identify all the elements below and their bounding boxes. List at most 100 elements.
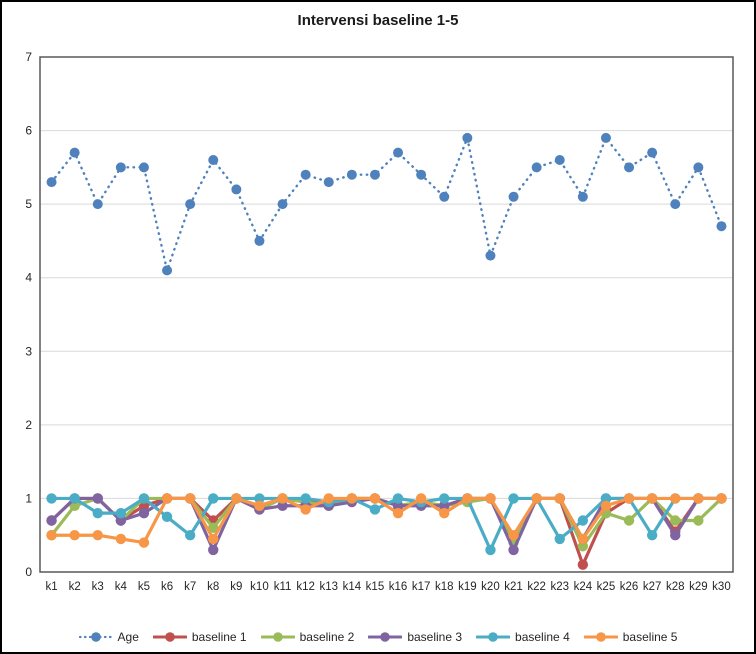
data-point [716,493,727,504]
x-axis-label: k3 [92,581,104,593]
x-axis-label: k1 [45,581,57,593]
data-point [416,169,427,180]
x-axis-label: k17 [412,581,431,593]
x-axis-label: k14 [343,581,362,593]
x-axis-label: k10 [250,581,269,593]
data-point [185,199,196,210]
data-point [439,500,450,511]
data-point [693,162,704,173]
data-point [46,530,57,541]
x-axis-label: k5 [138,581,150,593]
data-point [392,507,404,519]
data-point [46,515,57,526]
data-point [577,191,588,202]
series-line-age [50,136,723,272]
data-point [69,500,80,511]
data-point [670,515,681,526]
data-point [323,177,334,188]
data-point [716,221,727,232]
plot-border [39,56,734,573]
data-point [600,493,612,504]
data-point [670,199,681,210]
data-point [92,507,103,519]
data-point [300,504,311,515]
data-point [369,493,381,504]
data-point [693,515,704,526]
legend-item-baseline-2: baseline 2 [260,630,355,644]
data-point [254,493,265,504]
data-point [277,199,288,210]
data-point [300,169,311,180]
data-point [369,504,381,515]
data-point [485,493,496,504]
x-axis-label: k21 [504,581,523,593]
x-axis-label: k16 [389,581,408,593]
y-axis-label: 2 [25,418,32,432]
legend-label: baseline 2 [299,630,355,644]
data-point [600,500,612,511]
y-axis-label: 7 [25,50,32,64]
data-point [577,559,589,570]
x-axis-label: k15 [366,581,385,593]
data-point [161,511,173,523]
data-point [92,493,103,504]
data-point [577,533,589,545]
x-axis-label: k29 [689,581,708,593]
data-point [646,530,658,541]
data-point [69,147,80,158]
data-point [531,493,542,504]
y-axis-label: 1 [25,491,32,505]
data-point [208,155,219,165]
x-axis-label: k2 [69,581,81,593]
x-axis-label: k28 [666,581,685,593]
data-point [300,493,311,504]
legend-label: baseline 3 [407,630,463,644]
data-point [554,493,565,504]
legend-marker-icon [152,632,187,642]
data-point [485,544,496,556]
data-point [92,530,103,541]
legend-marker-icon [583,632,618,642]
data-point [346,169,357,180]
data-point [115,533,127,545]
data-point [138,537,150,548]
data-point [115,515,127,526]
plot-area: 0 1 2 3 4 5 6 7 k1 k2 k3 k4 k5 k6 k7 k8 k9 k10 k11 k12 k13 k1… [25,50,734,593]
data-point [208,544,219,556]
data-point [138,500,150,511]
data-point [138,162,149,173]
x-axis-label: k18 [435,581,454,593]
chart-legend: Age baseline 1 baseline 2 baseline 3 baselin… [2,630,754,644]
y-axis-label: 4 [25,271,32,285]
data-point [184,530,196,541]
x-axis-label: k8 [207,581,219,593]
data-point [208,522,219,534]
data-point [92,199,103,210]
data-point [277,500,288,511]
data-point [254,235,265,246]
data-point [439,493,450,504]
x-axis-label: k24 [574,581,593,593]
x-axis-label: k13 [319,581,338,593]
data-point [531,162,542,173]
x-axis-label: k22 [527,581,546,593]
data-point [554,533,565,545]
data-point [670,493,681,504]
data-point [392,493,404,504]
x-axis-label: k23 [550,581,569,593]
data-point [647,147,658,158]
data-point [623,493,635,504]
data-point [508,530,519,541]
data-point [46,177,57,188]
data-point [508,493,519,504]
x-axis-label: k9 [230,581,242,593]
y-axis-label: 3 [25,344,32,358]
data-point [485,250,496,261]
data-point [439,507,450,519]
data-point [161,493,173,504]
legend-marker-icon [368,632,403,642]
data-point [208,533,219,545]
data-point [439,191,450,202]
data-point [393,147,404,158]
